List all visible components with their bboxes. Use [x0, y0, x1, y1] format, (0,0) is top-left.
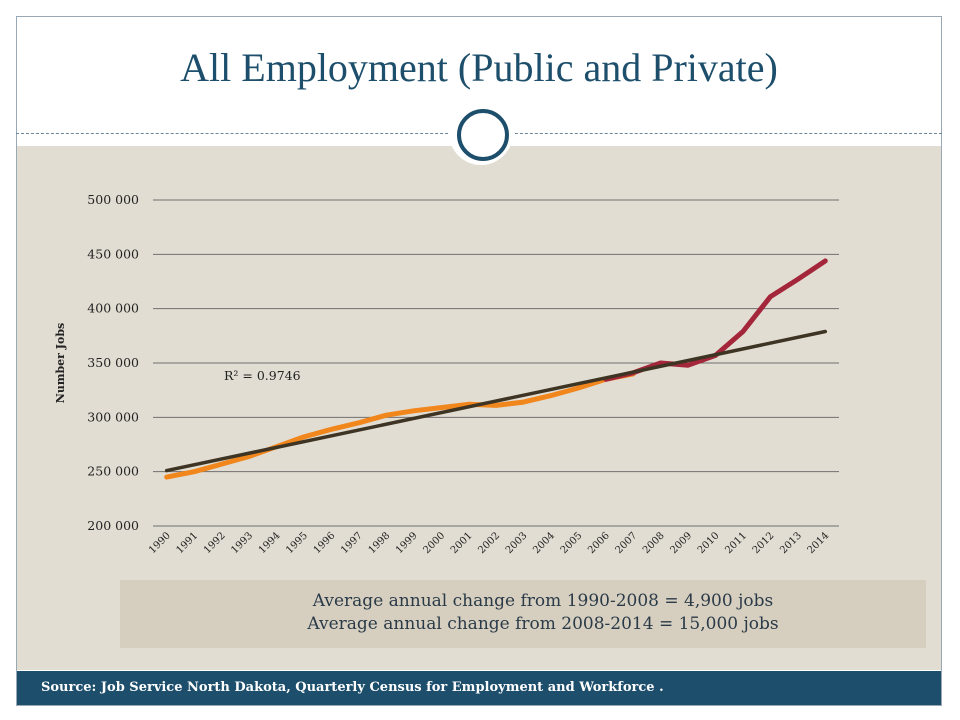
summary-line-1990-2008: Average annual change from 1990-2008 = 4…: [312, 591, 774, 611]
series-line-2006-2014: [603, 258, 828, 382]
y-tick-label: 300 000: [87, 409, 139, 424]
x-tick-label: 1996: [312, 530, 338, 556]
x-tick-label: 1993: [229, 530, 255, 556]
x-tick-label: 2001: [449, 530, 475, 556]
x-tick-label: 2014: [806, 530, 832, 556]
series-line-1990-2007: [164, 371, 636, 480]
slide-frame: [16, 16, 942, 706]
summary-box: Average annual change from 1990-2008 = 4…: [120, 580, 926, 648]
slide-title: All Employment (Public and Private): [180, 45, 778, 90]
y-tick-label: 350 000: [87, 355, 139, 370]
y-tick-label: 250 000: [87, 464, 139, 479]
y-axis-label: Number Jobs: [54, 323, 67, 403]
x-tick-label: 1995: [284, 530, 310, 556]
x-tick-label: 1999: [394, 530, 420, 556]
x-tick-label: 2005: [559, 530, 585, 556]
source-footer: Source: Job Service North Dakota, Quarte…: [17, 671, 941, 705]
y-axis-ticks: 200 000 250 000 300 000 350 000 400 000 450 0…: [87, 192, 139, 533]
x-axis-ticks: 1990 1991 1992 1993 1994 1995 1996 1997 1998 1999…: [147, 530, 831, 556]
x-tick-label: 1991: [175, 530, 201, 556]
x-tick-label: 1992: [202, 530, 228, 556]
gridlines: [153, 199, 839, 527]
x-tick-label: 1998: [367, 530, 393, 556]
summary-line-2008-2014: Average annual change from 2008-2014 = 1…: [307, 614, 779, 634]
decorative-circle-icon: [457, 109, 509, 161]
y-tick-label: 400 000: [87, 301, 139, 316]
x-tick-label: 2010: [696, 530, 722, 556]
x-tick-label: 2004: [531, 530, 557, 556]
x-tick-label: 2007: [614, 530, 640, 556]
x-tick-label: 2008: [641, 530, 667, 556]
r-squared-annotation: R² = 0.9746: [224, 368, 301, 383]
y-tick-label: 200 000: [87, 518, 139, 533]
x-tick-label: 2002: [476, 530, 502, 556]
x-tick-label: 1994: [257, 530, 283, 556]
x-tick-label: 2011: [723, 530, 749, 556]
x-tick-label: 2000: [421, 530, 447, 556]
y-tick-label: 500 000: [87, 192, 139, 207]
x-tick-label: 2009: [668, 530, 694, 556]
trendline: [164, 329, 828, 473]
x-tick-label: 1990: [147, 530, 173, 556]
y-tick-label: 450 000: [87, 246, 139, 261]
employment-line-chart: 200 000 250 000 300 000 350 000 400 000 450 0…: [54, 192, 839, 556]
x-tick-label: 1997: [339, 530, 365, 556]
series-layer: [164, 258, 828, 480]
x-tick-label: 2003: [504, 530, 530, 556]
x-tick-label: 2012: [751, 530, 777, 556]
x-tick-label: 2006: [586, 530, 612, 556]
x-tick-label: 2013: [778, 530, 804, 556]
